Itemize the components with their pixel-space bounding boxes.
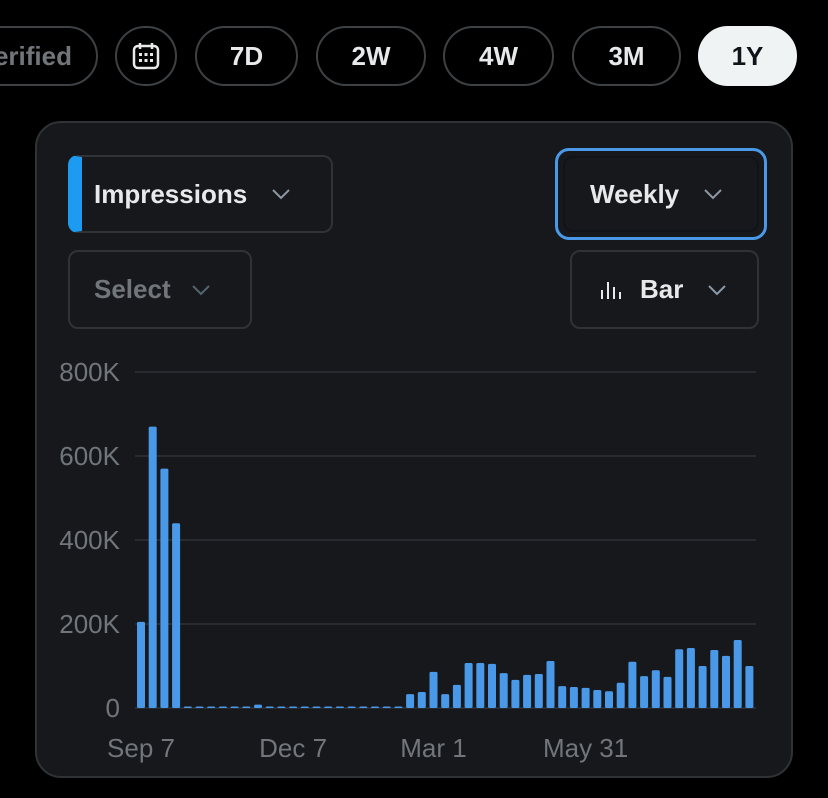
tab-7d[interactable]: 7D — [195, 26, 298, 86]
period-dropdown[interactable]: Weekly — [555, 148, 767, 240]
tab-verified[interactable]: Verified — [0, 26, 98, 86]
compare-label: Select — [94, 274, 171, 304]
chart-style-dropdown[interactable]: Bar — [570, 250, 759, 329]
compare-dropdown[interactable]: Select — [68, 250, 252, 329]
metric-label: Impressions — [94, 178, 248, 209]
chevron — [191, 284, 210, 295]
tab-2w[interactable]: 2W — [316, 26, 426, 86]
tab-1y[interactable]: 1Y — [698, 26, 797, 86]
chevron — [708, 284, 727, 295]
tab-4w[interactable]: 4W — [443, 26, 554, 86]
chevron — [272, 189, 290, 200]
period-label: Weekly — [590, 178, 680, 209]
metric-dropdown[interactable]: Impressions — [68, 155, 333, 233]
period-inner: Weekly — [563, 156, 759, 232]
chart-style-label: Bar — [640, 274, 684, 304]
chevron — [704, 189, 722, 200]
tab-3m[interactable]: 3M — [572, 26, 681, 86]
calendar-button[interactable] — [115, 26, 177, 86]
bar-icon — [601, 281, 621, 299]
calendar-icon — [132, 43, 160, 70]
